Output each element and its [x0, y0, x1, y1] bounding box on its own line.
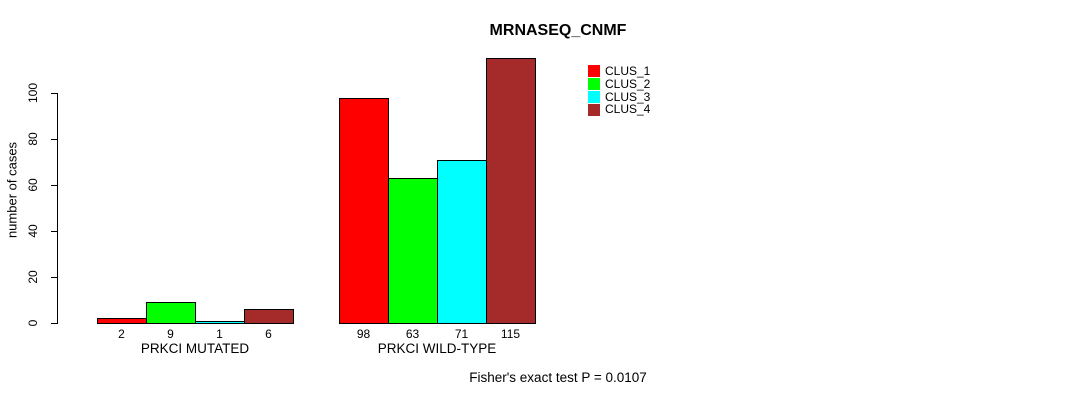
bar-value-label: 9: [167, 327, 174, 341]
legend-label-clus1: CLUS_1: [605, 64, 651, 78]
y-tick-label: 80: [26, 132, 40, 146]
bar-value-label: 2: [118, 327, 125, 341]
y-tick-mark: [51, 138, 57, 140]
legend-swatch-clus3: [588, 90, 600, 103]
legend-label-clus3: CLUS_3: [605, 89, 651, 104]
bar-clus_3-group1: [195, 321, 245, 324]
legend-row: CLUS_3: [588, 89, 651, 104]
y-tick-mark: [51, 184, 57, 186]
legend-swatch-clus1: [588, 65, 600, 78]
group-label: PRKCI MUTATED: [140, 341, 250, 356]
bar-clus_2-group2: [388, 178, 438, 324]
y-tick-label: 100: [26, 82, 40, 104]
bar-clus_2-group1: [146, 302, 196, 324]
y-tick-label: 60: [26, 178, 40, 192]
bar-clus_3-group2: [437, 160, 487, 324]
y-tick-label: 0: [26, 319, 40, 327]
bar-value-label: 71: [454, 327, 469, 341]
bar-clus_4-group1: [244, 309, 294, 324]
y-tick-mark: [51, 92, 57, 94]
chart-title: MRNASEQ_CNMF: [489, 22, 627, 39]
bar-value-label: 63: [405, 327, 420, 341]
legend-swatch-clus2: [588, 78, 600, 91]
y-tick-mark: [51, 322, 57, 324]
y-tick-label: 20: [26, 270, 40, 284]
bar-value-label: 98: [356, 327, 371, 341]
legend-swatch-clus4: [588, 103, 600, 116]
y-tick-mark: [51, 276, 57, 278]
legend-row: CLUS_2: [588, 76, 651, 91]
legend-label-clus4: CLUS_4: [605, 102, 651, 117]
bar-value-label: 115: [500, 327, 521, 341]
legend-row: CLUS_1: [588, 65, 650, 78]
y-tick-label: 40: [26, 224, 40, 238]
y-axis-line: [57, 93, 58, 324]
bar-clus_4-group2: [486, 58, 536, 324]
bar-clus_1-group2: [339, 98, 389, 324]
y-axis-label: number of cases: [4, 141, 20, 239]
legend-row: CLUS_4: [588, 103, 650, 116]
y-tick-mark: [51, 230, 57, 232]
group-label: PRKCI WILD-TYPE: [377, 341, 497, 356]
fisher-test-caption: Fisher's exact test P = 0.0107: [469, 370, 647, 385]
legend: CLUS_1 CLUS_2 CLUS_3 CLUS_4: [588, 65, 650, 116]
bar-clus_1-group1: [97, 318, 147, 324]
bar-value-label: 1: [216, 327, 223, 341]
legend-label-clus2: CLUS_2: [605, 76, 651, 91]
bar-value-label: 6: [265, 327, 272, 341]
